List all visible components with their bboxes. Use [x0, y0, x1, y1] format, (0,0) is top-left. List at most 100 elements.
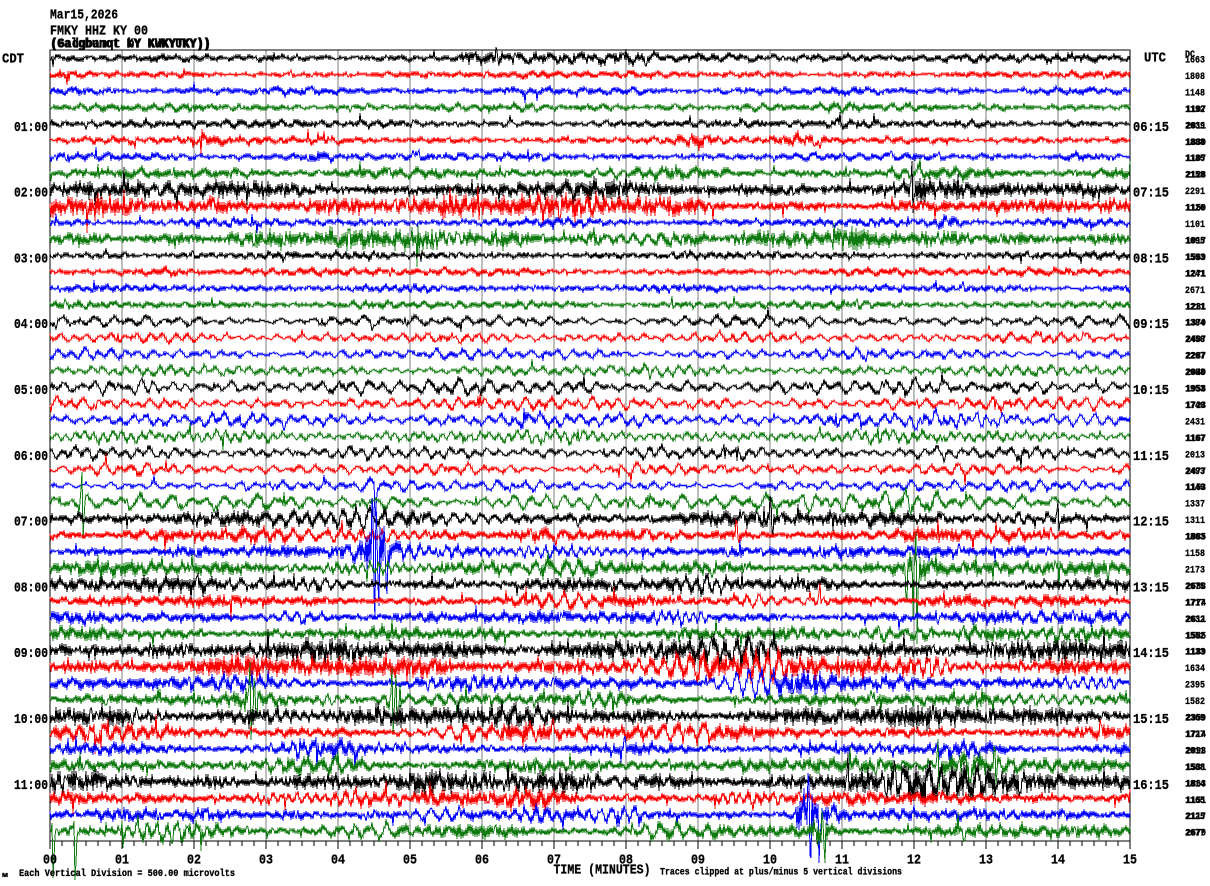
svg-text:03: 03 [259, 853, 273, 869]
svg-text:1167: 1167 [1185, 434, 1205, 445]
svg-text:08: 08 [619, 853, 633, 869]
svg-text:1582: 1582 [1185, 697, 1205, 708]
svg-text:1714: 1714 [1186, 730, 1206, 741]
svg-text:TIME (MINUTES): TIME (MINUTES) [554, 863, 651, 879]
svg-text:14: 14 [1051, 853, 1065, 869]
svg-text:2267: 2267 [1185, 352, 1205, 363]
svg-text:1663: 1663 [1185, 56, 1205, 67]
svg-text:10:00: 10:00 [14, 712, 48, 728]
svg-text:FMKY HHZ KY 00: FMKY HHZ KY 00 [50, 24, 148, 40]
svg-text:14:15: 14:15 [1133, 646, 1169, 662]
svg-text:16:15: 16:15 [1133, 778, 1169, 794]
svg-text:06:00: 06:00 [14, 449, 48, 465]
svg-text:06: 06 [475, 853, 489, 869]
svg-text:1958: 1958 [1186, 385, 1206, 396]
svg-text:04:00: 04:00 [14, 317, 48, 333]
svg-text:1552: 1552 [1185, 631, 1205, 642]
svg-text:03:00: 03:00 [14, 251, 48, 267]
svg-text:м: м [2, 872, 8, 880]
svg-text:2688: 2688 [1186, 582, 1206, 593]
svg-text:2611: 2611 [1186, 615, 1206, 626]
svg-text:1717: 1717 [1185, 598, 1205, 609]
svg-text:01:00: 01:00 [14, 120, 48, 136]
svg-text:2677: 2677 [1185, 829, 1205, 840]
svg-text:1107: 1107 [1186, 105, 1206, 116]
svg-text:11: 11 [835, 853, 849, 869]
svg-text:2407: 2407 [1186, 335, 1206, 346]
svg-text:04: 04 [331, 853, 345, 869]
svg-text:13:15: 13:15 [1133, 580, 1169, 596]
svg-text:2088: 2088 [1185, 368, 1205, 379]
svg-text:1281: 1281 [1186, 302, 1206, 313]
svg-text:1774: 1774 [1186, 598, 1206, 609]
svg-text:2117: 2117 [1186, 812, 1206, 823]
svg-text:1017: 1017 [1186, 236, 1206, 247]
svg-text:1740: 1740 [1185, 401, 1205, 412]
svg-text:11:00: 11:00 [14, 778, 48, 794]
svg-text:07: 07 [547, 853, 561, 869]
svg-text:1185: 1185 [1185, 154, 1205, 165]
svg-text:15: 15 [1123, 853, 1137, 869]
svg-text:CDT: CDT [2, 52, 24, 68]
svg-text:1107: 1107 [1186, 154, 1206, 165]
svg-text:2125: 2125 [1185, 812, 1205, 823]
svg-text:2369: 2369 [1185, 714, 1205, 725]
svg-text:1126: 1126 [1185, 204, 1205, 215]
svg-text:1211: 1211 [1185, 302, 1205, 313]
svg-text:1370: 1370 [1186, 319, 1206, 330]
svg-text:1634: 1634 [1185, 664, 1205, 675]
svg-text:12:15: 12:15 [1133, 515, 1169, 531]
svg-text:1830: 1830 [1186, 138, 1206, 149]
svg-text:1337: 1337 [1185, 500, 1205, 511]
svg-text:1814: 1814 [1185, 779, 1205, 790]
svg-text:2675: 2675 [1185, 582, 1205, 593]
svg-text:2158: 2158 [1185, 171, 1205, 182]
svg-text:1808: 1808 [1185, 72, 1205, 83]
svg-text:1531: 1531 [1186, 763, 1206, 774]
svg-text:1192: 1192 [1185, 105, 1205, 116]
svg-text:13: 13 [979, 853, 993, 869]
svg-text:2359: 2359 [1186, 714, 1206, 725]
svg-text:2128: 2128 [1186, 171, 1206, 182]
svg-text:2173: 2173 [1185, 565, 1205, 576]
svg-text:1723: 1723 [1186, 401, 1206, 412]
svg-text:2670: 2670 [1186, 829, 1206, 840]
svg-text:02:00: 02:00 [14, 186, 48, 202]
svg-text:1888: 1888 [1185, 138, 1205, 149]
svg-text:05: 05 [403, 853, 417, 869]
svg-text:1311: 1311 [1185, 516, 1205, 527]
svg-text:1158: 1158 [1185, 549, 1205, 560]
svg-text:09: 09 [691, 853, 705, 869]
svg-text:2013: 2013 [1185, 450, 1205, 461]
svg-text:(6adgbamqt bY KWKYTKY)): (6adgbamqt bY KWKYTKY)) [51, 37, 211, 53]
svg-text:1953: 1953 [1185, 385, 1205, 396]
svg-text:1151: 1151 [1186, 796, 1206, 807]
svg-text:11:15: 11:15 [1133, 449, 1169, 465]
svg-text:1150: 1150 [1186, 204, 1206, 215]
svg-text:2431: 2431 [1185, 417, 1205, 428]
svg-text:2011: 2011 [1186, 121, 1206, 132]
svg-text:2477: 2477 [1186, 467, 1206, 478]
svg-text:1727: 1727 [1185, 730, 1205, 741]
svg-text:Each Vertical Division = 500.: Each Vertical Division = 500.00 microvol… [19, 868, 235, 880]
svg-text:2671: 2671 [1185, 286, 1205, 297]
svg-text:02: 02 [187, 853, 201, 869]
svg-text:1569: 1569 [1186, 253, 1206, 264]
svg-text:2291: 2291 [1185, 187, 1205, 198]
svg-text:05:00: 05:00 [14, 383, 48, 399]
svg-text:2287: 2287 [1186, 352, 1206, 363]
svg-text:1167: 1167 [1186, 434, 1206, 445]
svg-text:2011: 2011 [1185, 746, 1205, 757]
svg-text:07:00: 07:00 [14, 515, 48, 531]
svg-text:2458: 2458 [1185, 335, 1205, 346]
svg-text:DC: DC [1185, 50, 1195, 61]
svg-text:(Galgbunot KY KUKYUKY)): (Galgbunot KY KUKYUKY)) [50, 37, 210, 53]
svg-text:08:15: 08:15 [1133, 251, 1169, 267]
svg-text:1241: 1241 [1185, 269, 1205, 280]
svg-text:06:15: 06:15 [1133, 120, 1169, 136]
svg-text:12: 12 [907, 853, 921, 869]
svg-text:10: 10 [763, 853, 777, 869]
svg-text:01: 01 [115, 853, 129, 869]
svg-text:1148: 1148 [1185, 88, 1205, 99]
svg-text:07:15: 07:15 [1133, 186, 1169, 202]
